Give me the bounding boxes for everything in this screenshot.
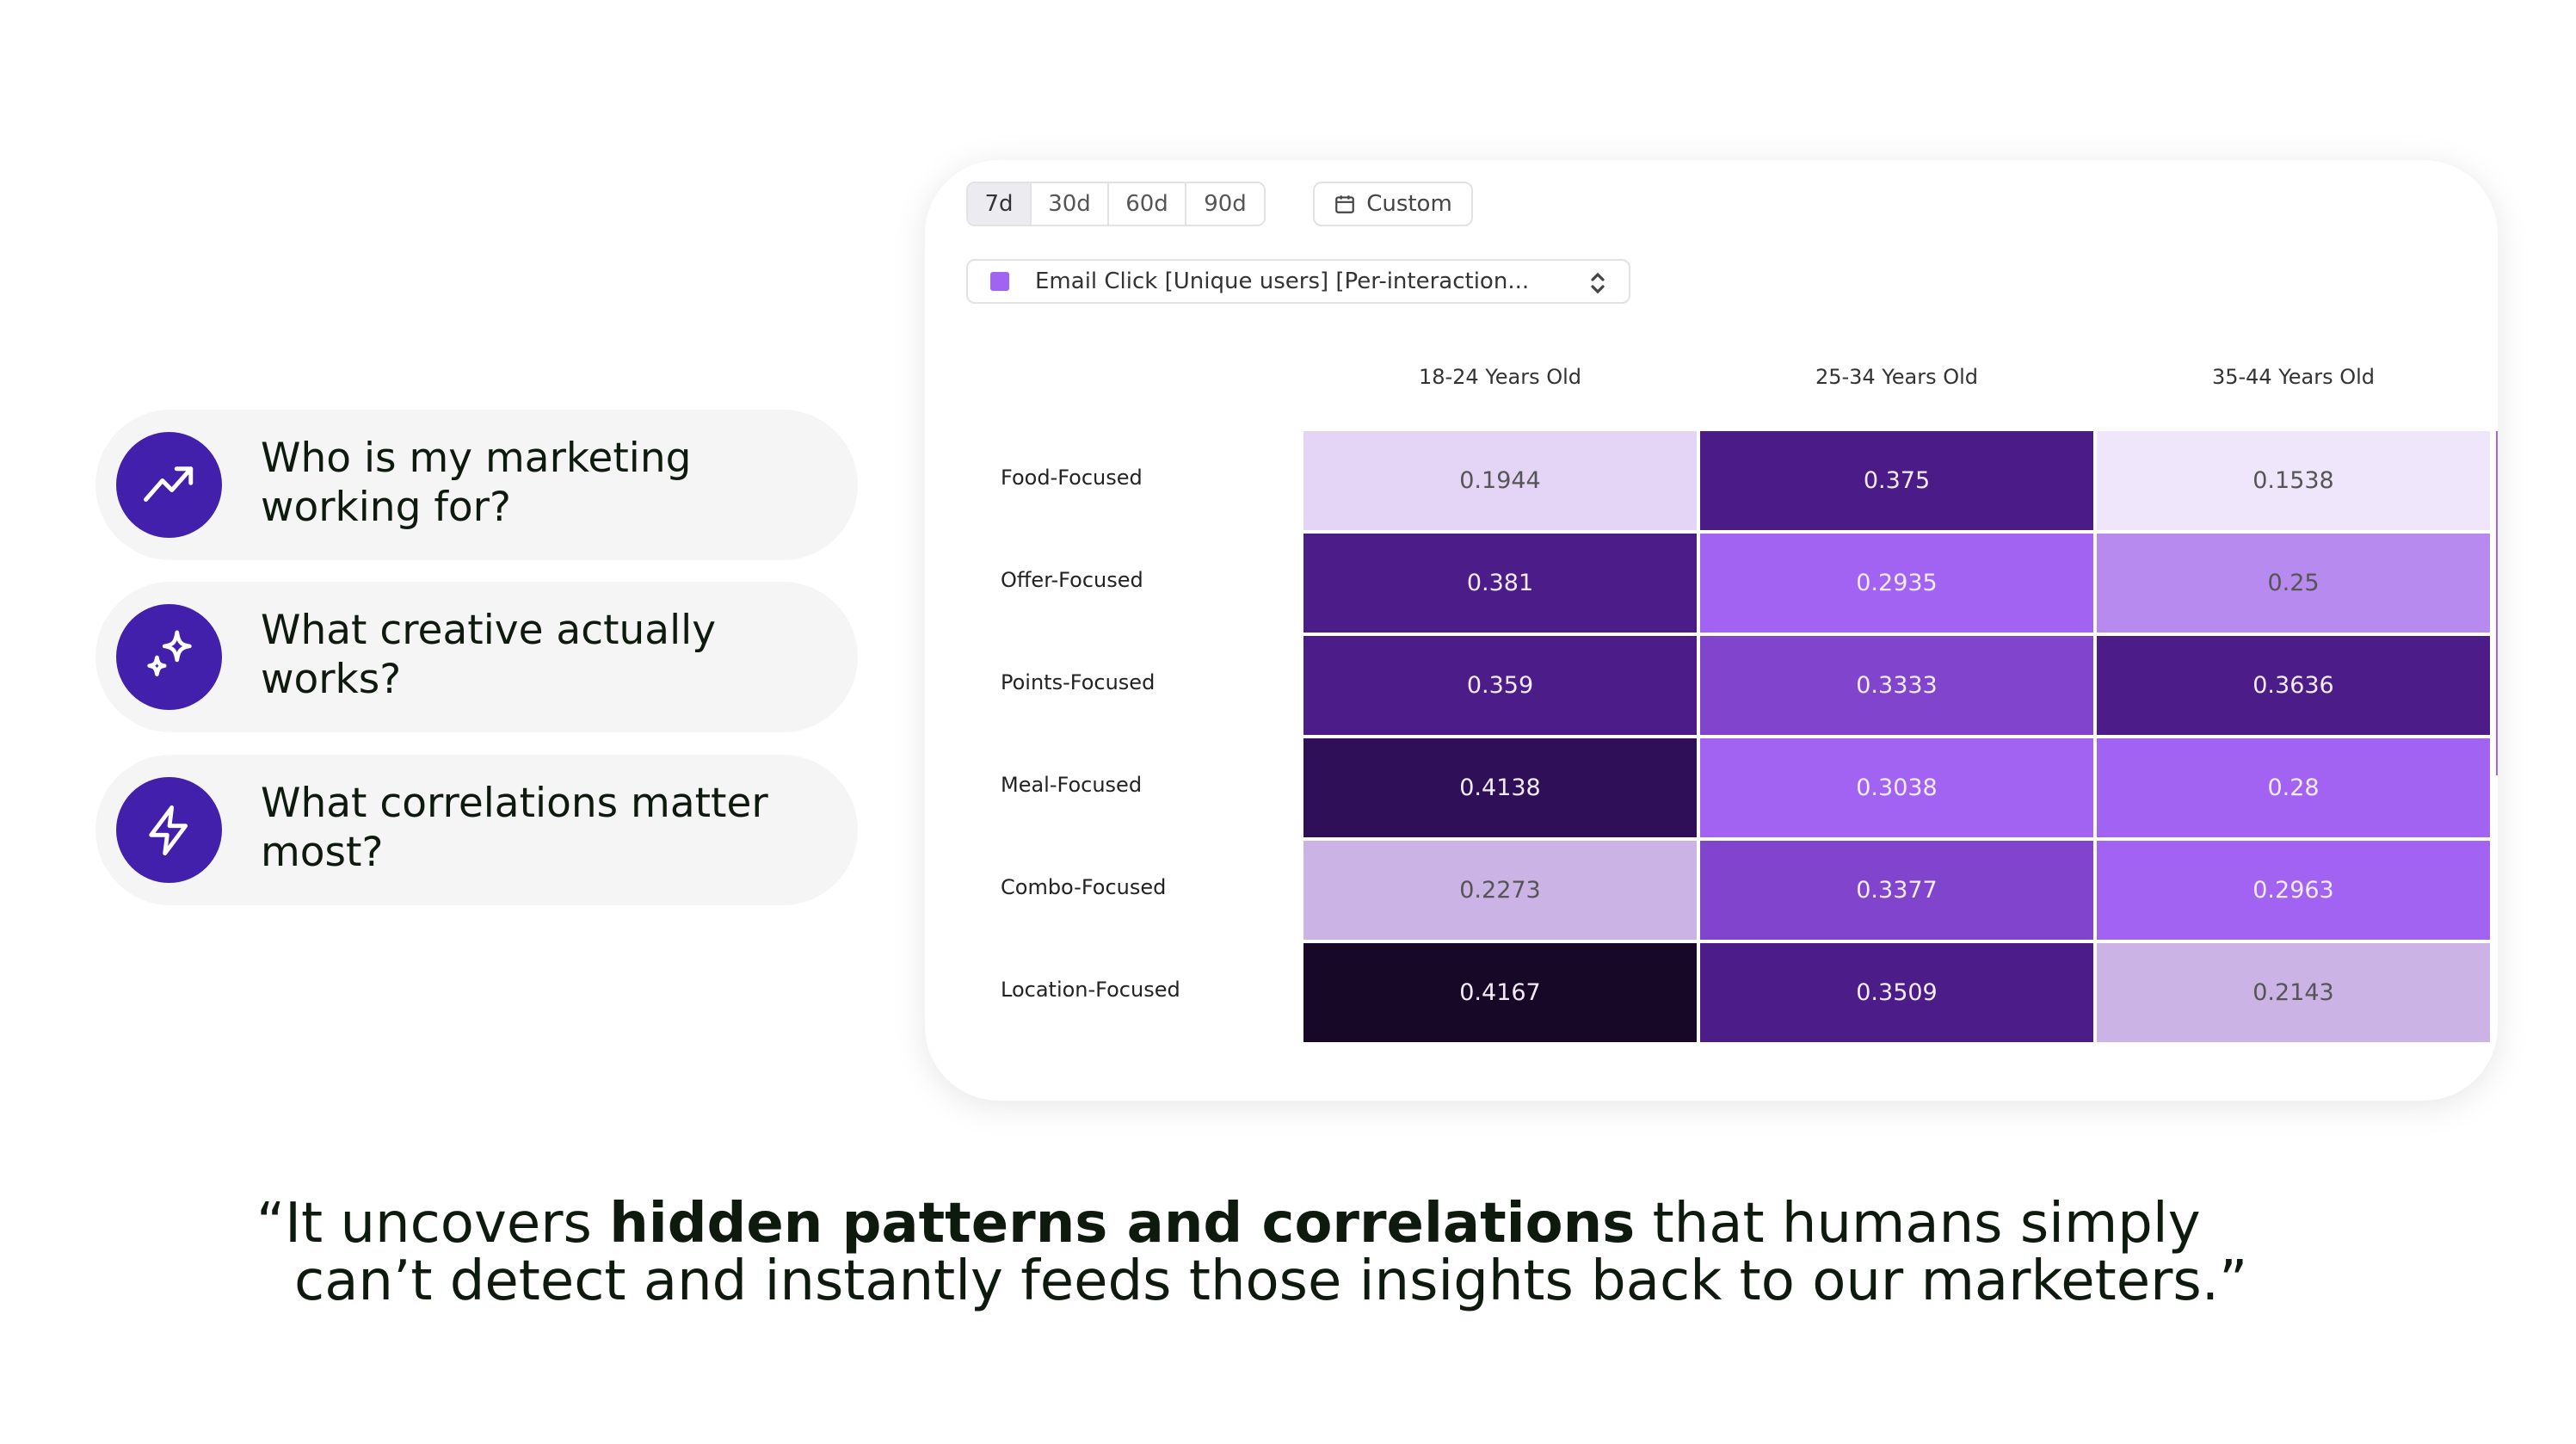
heatmap-cell[interactable]: 0.2935 (1700, 534, 2093, 633)
question-text: Who is my marketing working for? (261, 435, 692, 531)
row-label: Location-Focused (1001, 978, 1180, 1002)
column-header: 25-34 Years Old (1815, 365, 1979, 389)
range-7d-button[interactable]: 7d (968, 183, 1032, 225)
heatmap-cell[interactable]: 0.3038 (1700, 738, 2093, 837)
next-column-edge (2496, 431, 2498, 775)
heatmap-cell[interactable]: 0.1944 (1303, 431, 1697, 530)
heatmap-cell[interactable]: 0.2963 (2097, 841, 2490, 940)
heatmap-cell[interactable]: 0.359 (1303, 636, 1697, 735)
custom-label: Custom (1366, 191, 1452, 217)
quote-text: “It uncovers (256, 1192, 610, 1256)
range-30d-button[interactable]: 30d (1032, 183, 1109, 225)
column-header: 18-24 Years Old (1418, 365, 1582, 389)
heatmap-cell[interactable]: 0.3377 (1700, 841, 2093, 940)
chevron-up-down-icon (1591, 272, 1605, 294)
custom-range-button[interactable]: Custom (1313, 182, 1473, 226)
row-label: Offer-Focused (1001, 568, 1143, 592)
quote-line-1: “It uncovers hidden patterns and correla… (256, 1192, 2201, 1256)
metric-select[interactable]: Email Click [Unique users] [Per-interact… (966, 259, 1630, 304)
heatmap-cell[interactable]: 0.25 (2097, 534, 2490, 633)
row-label: Combo-Focused (1001, 875, 1167, 899)
range-90d-button[interactable]: 90d (1186, 183, 1264, 225)
calendar-icon (1335, 195, 1355, 213)
question-card-2: What creative actually works? (96, 582, 858, 732)
question-text: What correlations matter most? (261, 780, 768, 876)
heatmap-cell[interactable]: 0.3509 (1700, 943, 2093, 1042)
question-text: What creative actually works? (261, 607, 717, 703)
row-label: Points-Focused (1001, 670, 1156, 694)
metric-color-swatch (990, 272, 1009, 291)
range-60d-button[interactable]: 60d (1109, 183, 1186, 225)
quote-text: that humans simply (1635, 1192, 2201, 1256)
quote-line-2: can’t detect and instantly feeds those i… (294, 1250, 2248, 1313)
heatmap-cell[interactable]: 0.3333 (1700, 636, 2093, 735)
heatmap-cell[interactable]: 0.2273 (1303, 841, 1697, 940)
heatmap-cell[interactable]: 0.1538 (2097, 431, 2490, 530)
heatmap-cell[interactable]: 0.2143 (2097, 943, 2490, 1042)
heatmap-cell[interactable]: 0.381 (1303, 534, 1697, 633)
row-label: Meal-Focused (1001, 773, 1143, 797)
sparkles-icon (116, 604, 222, 710)
heatmap-cell[interactable]: 0.28 (2097, 738, 2490, 837)
heatmap-cell[interactable]: 0.4167 (1303, 943, 1697, 1042)
question-card-3: What correlations matter most? (96, 755, 858, 905)
heatmap-cell[interactable]: 0.375 (1700, 431, 2093, 530)
row-label: Food-Focused (1001, 466, 1143, 490)
question-card-1: Who is my marketing working for? (96, 410, 858, 560)
column-header: 35-44 Years Old (2211, 365, 2376, 389)
heatmap-panel: 7d 30d 60d 90d Custom Email Click [Uniqu… (925, 160, 2498, 1101)
heatmap-cell[interactable]: 0.4138 (1303, 738, 1697, 837)
metric-select-value: Email Click [Unique users] [Per-interact… (1035, 268, 1530, 294)
trending-up-icon (116, 432, 222, 538)
date-range-selector: 7d 30d 60d 90d (966, 182, 1266, 226)
heatmap-cell[interactable]: 0.3636 (2097, 636, 2490, 735)
quote-bold: hidden patterns and correlations (609, 1192, 1636, 1256)
lightning-icon (116, 777, 222, 883)
